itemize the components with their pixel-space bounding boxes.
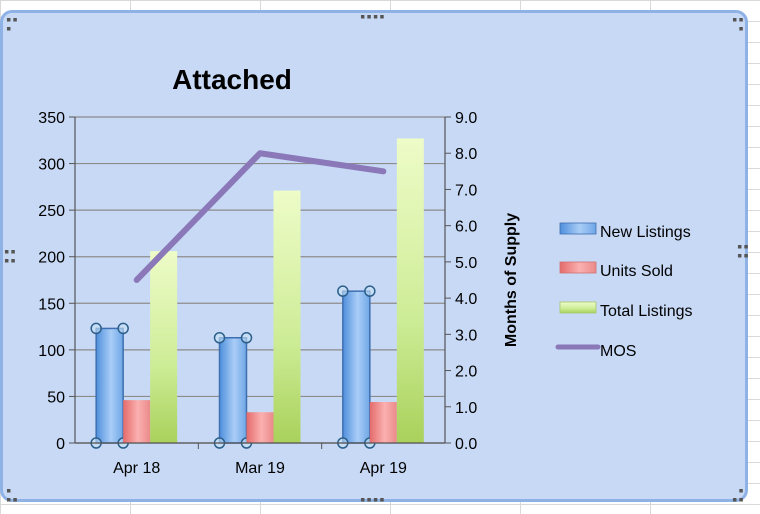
left-axis-tick-label: 250: [38, 203, 65, 220]
resize-handle-top-left[interactable]: ▪▪ ▪: [6, 15, 19, 34]
selection-handle: [240, 331, 253, 344]
left-axis-tick-label: 0: [56, 436, 65, 453]
x-axis-tick-label: Apr 19: [360, 460, 407, 477]
left-axis-tick-label: 300: [38, 157, 65, 174]
legend-label-units-sold: Units Sold: [600, 263, 673, 280]
bar-new-listings: [218, 336, 248, 444]
bars: [90, 138, 424, 449]
right-axis-tick-label: 0.0: [455, 436, 477, 453]
bar-units-sold: [369, 402, 397, 443]
right-axis-tick-label: 4.0: [455, 291, 477, 308]
legend-label-new-listings: New Listings: [600, 224, 691, 241]
right-axis-title[interactable]: Months of Supply: [503, 213, 520, 347]
legend-label-mos: MOS: [600, 343, 636, 360]
resize-handle-bottom-right[interactable]: ▪ ▪▪: [732, 486, 745, 505]
left-axis-tick-label: 50: [47, 389, 65, 406]
right-axis-tick-label: 7.0: [455, 182, 477, 199]
right-axis-tick-label: 6.0: [455, 219, 477, 236]
resize-handle-bottom-left[interactable]: ▪ ▪▪: [6, 486, 19, 505]
bar-units-sold: [246, 412, 274, 443]
line-mos: [133, 150, 387, 283]
selection-handle: [90, 322, 102, 335]
bar-units-sold: [123, 400, 151, 443]
bar-total-listings: [273, 190, 301, 443]
gridlines: [75, 116, 445, 444]
legend[interactable]: New Listings Units Sold Total Listings MOS: [555, 222, 693, 360]
bar-new-listings: [95, 327, 124, 444]
selection-handle: [213, 331, 226, 344]
x-axis-tick-label: Apr 18: [113, 460, 160, 477]
resize-handle-bottom[interactable]: ▪▪▪▪: [360, 495, 386, 505]
x-axis-tick-label: Mar 19: [235, 460, 285, 477]
chart-title[interactable]: Attached: [172, 64, 292, 95]
left-axis-tick-label: 100: [38, 343, 65, 360]
resize-handle-top-right[interactable]: ▪▪ ▪: [732, 15, 745, 34]
bar-new-listings: [342, 290, 371, 444]
selection-handle: [364, 285, 376, 297]
left-axis-tick-label: 150: [38, 296, 65, 313]
left-axis-tick-label: 200: [38, 250, 65, 267]
selection-handle: [337, 285, 349, 297]
right-axis-tick-label: 5.0: [455, 255, 477, 272]
right-axis-tick-label: 9.0: [455, 110, 477, 127]
axes: 0 50 100 150 200 250 300 350 0.0 1.0 2.0 3.0 4.0 5.0 6…: [38, 110, 477, 477]
right-axis-tick-label: 8.0: [455, 146, 477, 163]
legend-swatch-total-listings: [559, 301, 597, 314]
bar-total-listings: [150, 251, 178, 443]
left-axis-tick-label: 350: [38, 110, 65, 127]
mos-line-layer: [133, 150, 387, 283]
resize-handle-top[interactable]: ▪▪▪▪: [360, 12, 386, 22]
right-axis-tick-label: 1.0: [455, 400, 477, 417]
selection-handle: [117, 322, 129, 335]
legend-swatch-new-listings: [559, 222, 597, 235]
resize-handle-right[interactable]: ▪▪ ▪▪: [737, 242, 750, 261]
resize-handle-left[interactable]: ▪▪ ▪▪: [4, 247, 17, 266]
bar-total-listings: [396, 138, 424, 443]
legend-label-total-listings: Total Listings: [600, 303, 693, 320]
right-axis-tick-label: 2.0: [455, 364, 477, 381]
legend-swatch-units-sold: [559, 261, 597, 274]
right-axis-tick-label: 3.0: [455, 327, 477, 344]
